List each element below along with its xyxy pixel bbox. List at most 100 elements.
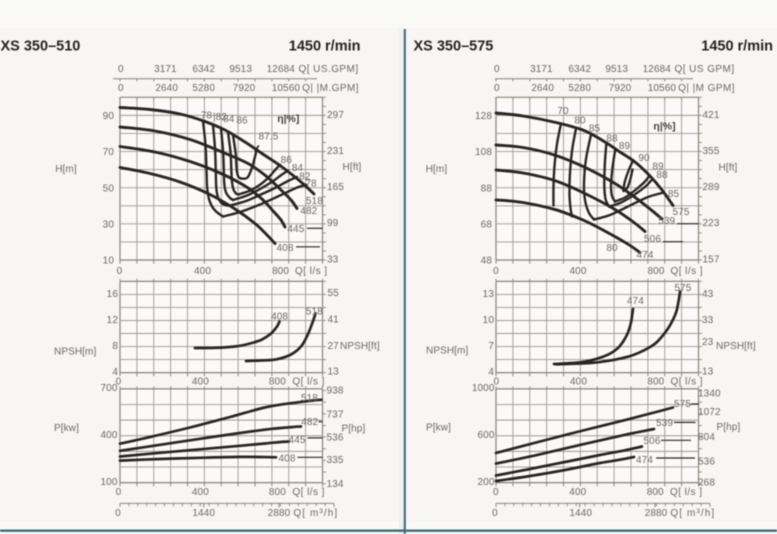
svg-text:90: 90 [638, 153, 650, 164]
svg-text:78: 78 [201, 111, 213, 122]
svg-text:90: 90 [103, 111, 115, 122]
svg-text:43: 43 [702, 289, 714, 300]
svg-text:408: 408 [277, 243, 294, 254]
svg-text:800: 800 [648, 266, 665, 277]
svg-text:0: 0 [115, 508, 121, 519]
svg-text:Q[ US.GPM]: Q[ US.GPM] [299, 64, 359, 75]
svg-text:1440: 1440 [569, 508, 592, 519]
svg-text:0: 0 [116, 487, 122, 498]
svg-text:H[m]: H[m] [426, 164, 448, 175]
svg-text:33: 33 [327, 254, 339, 265]
svg-text:99: 99 [327, 218, 339, 229]
svg-text:157: 157 [703, 254, 720, 265]
svg-text:Q| |M.GPM]: Q| |M.GPM] [302, 83, 359, 94]
svg-text:506: 506 [644, 234, 661, 245]
svg-text:165: 165 [327, 182, 344, 193]
svg-text:68: 68 [481, 219, 493, 230]
svg-text:Q[ m³/h]: Q[ m³/h] [670, 508, 715, 519]
svg-text:0: 0 [118, 83, 124, 94]
svg-text:408: 408 [279, 453, 296, 464]
svg-text:NPSH[m]: NPSH[m] [426, 346, 468, 357]
svg-text:0: 0 [493, 377, 499, 388]
svg-text:600: 600 [478, 430, 495, 441]
svg-text:7920: 7920 [609, 83, 632, 94]
svg-text:H[m]: H[m] [55, 164, 77, 175]
svg-text:P[hp]: P[hp] [342, 423, 366, 434]
svg-text:89: 89 [652, 162, 664, 173]
svg-text:223: 223 [703, 218, 720, 229]
svg-text:474: 474 [637, 250, 654, 261]
svg-text:50: 50 [103, 183, 115, 194]
svg-text:23: 23 [702, 337, 714, 348]
svg-text:518: 518 [306, 196, 323, 207]
svg-text:86: 86 [281, 155, 293, 166]
svg-text:41: 41 [328, 314, 340, 325]
svg-text:|82: |82 [213, 112, 227, 123]
svg-text:938: 938 [327, 386, 344, 397]
svg-text:η|%]: η|%] [277, 113, 299, 125]
svg-text:η|%]: η|%] [653, 121, 675, 133]
svg-text:2640: 2640 [155, 83, 178, 94]
svg-text:82: 82 [299, 172, 311, 183]
svg-text:400: 400 [101, 430, 118, 441]
svg-text:Q[ l/s ]: Q[ l/s ] [671, 377, 704, 388]
svg-text:297: 297 [327, 110, 344, 121]
svg-text:4: 4 [488, 367, 494, 378]
svg-text:7920: 7920 [233, 83, 256, 94]
svg-text:Q| |M GPM]: Q| |M GPM] [678, 83, 735, 94]
svg-text:88: 88 [606, 134, 618, 145]
svg-text:88: 88 [656, 170, 668, 181]
svg-text:NPSH[ft]: NPSH[ft] [716, 341, 756, 352]
svg-text:Q[ l/s ]: Q[ l/s ] [671, 266, 704, 277]
svg-text:10: 10 [103, 256, 115, 267]
svg-text:400: 400 [194, 266, 211, 277]
svg-text:P[kw]: P[kw] [426, 423, 451, 434]
svg-text:804: 804 [698, 432, 715, 443]
svg-text:84: 84 [292, 163, 304, 174]
svg-text:33: 33 [702, 315, 714, 326]
svg-text:2640: 2640 [531, 83, 554, 94]
svg-text:5280: 5280 [192, 83, 215, 94]
svg-text:NPSH[m]: NPSH[m] [54, 347, 96, 358]
svg-text:0: 0 [117, 266, 123, 277]
svg-text:9513: 9513 [605, 64, 628, 75]
svg-text:12: 12 [107, 315, 119, 326]
svg-text:268: 268 [698, 477, 715, 488]
svg-text:0: 0 [116, 377, 122, 388]
svg-text:Q[ US GPM]: Q[ US GPM] [675, 64, 735, 75]
svg-text:3171: 3171 [530, 64, 553, 75]
svg-text:445: 445 [287, 224, 304, 235]
svg-text:536: 536 [698, 456, 715, 467]
svg-text:13: 13 [328, 366, 340, 377]
svg-text:1000: 1000 [472, 383, 495, 394]
svg-text:86: 86 [236, 116, 248, 127]
svg-text:200: 200 [478, 477, 495, 488]
svg-text:87.5: 87.5 [259, 131, 279, 142]
svg-text:482: 482 [301, 417, 318, 428]
svg-text:400: 400 [569, 487, 586, 498]
svg-text:16: 16 [107, 289, 119, 300]
svg-text:0: 0 [493, 266, 499, 277]
svg-text:70: 70 [103, 147, 115, 158]
svg-text:9513: 9513 [229, 64, 252, 75]
svg-text:474: 474 [636, 455, 653, 466]
svg-text:518: 518 [301, 393, 318, 404]
svg-text:1450 r/min: 1450 r/min [701, 39, 773, 55]
svg-text:1450 r/min: 1450 r/min [289, 39, 361, 55]
svg-text:575: 575 [674, 399, 691, 410]
svg-text:400: 400 [192, 377, 209, 388]
svg-text:Q[ l/s ]: Q[ l/s ] [292, 487, 325, 498]
svg-text:10: 10 [483, 315, 495, 326]
svg-text:P[hp]: P[hp] [717, 422, 741, 433]
svg-text:12684: 12684 [643, 64, 672, 75]
svg-text:7: 7 [488, 341, 494, 352]
svg-text:575: 575 [674, 283, 691, 294]
svg-text:2880: 2880 [645, 508, 668, 519]
svg-text:5280: 5280 [568, 83, 591, 94]
svg-text:78: 78 [305, 178, 317, 189]
svg-text:10560: 10560 [648, 83, 677, 94]
svg-text:6342: 6342 [192, 64, 215, 75]
svg-text:539: 539 [656, 418, 673, 429]
svg-text:6342: 6342 [568, 64, 591, 75]
svg-text:800: 800 [272, 266, 289, 277]
